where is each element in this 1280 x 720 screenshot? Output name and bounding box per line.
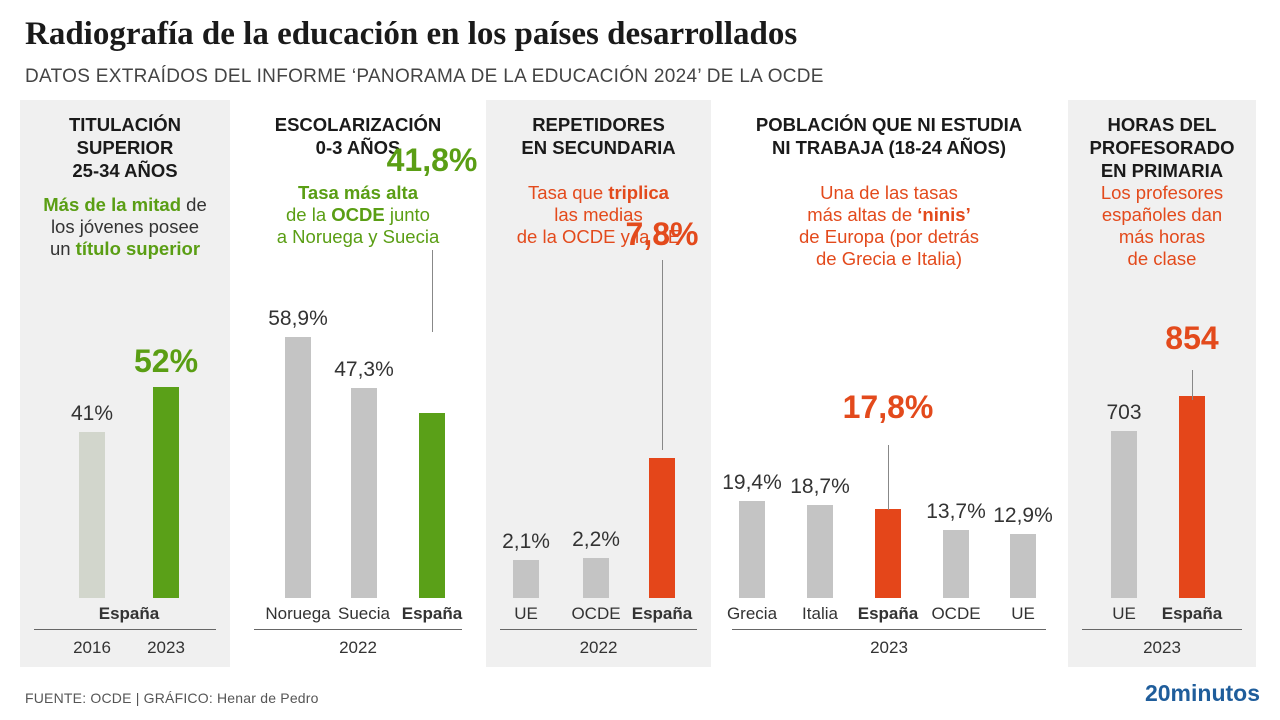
value-label: 58,9% [268, 306, 328, 330]
panel-title: HORAS DEL PROFESORADO EN PRIMARIA [1089, 114, 1235, 181]
bar-noruega [285, 336, 311, 598]
bar-suecia [351, 388, 377, 598]
panel-note: Una de las tasas más altas de ‘ninis’ de… [799, 182, 979, 269]
leader-line [432, 250, 433, 332]
category-label: OCDE [931, 604, 981, 623]
value-label: 13,7% [926, 499, 986, 523]
source-footer: FUENTE: OCDE | GRÁFICO: Henar de Pedro [25, 690, 319, 706]
value-label: 2,1% [502, 530, 550, 554]
category-label: UE [1112, 604, 1136, 623]
axis-divider [254, 629, 462, 630]
category-label: España [1161, 604, 1223, 623]
year-label: 2022 [579, 638, 618, 657]
leader-line [662, 260, 663, 450]
bar-ue [1111, 431, 1137, 598]
bar-españa [875, 509, 901, 598]
value-label: 17,8% [842, 389, 934, 425]
bar-ue [1010, 533, 1036, 598]
year-label: 2023 [147, 638, 185, 657]
page-subtitle: DATOS EXTRAÍDOS DEL INFORME ‘PANORAMA DE… [25, 66, 824, 87]
panel-title: REPETIDORES EN SECUNDARIA [521, 114, 676, 158]
bar-españa [419, 412, 445, 598]
value-label: 703 [1106, 401, 1142, 425]
year-label: 2016 [73, 638, 111, 657]
category-label: España [98, 604, 160, 623]
category-label: Italia [802, 604, 838, 623]
brand-logo: 20minutos [1144, 680, 1260, 706]
value-label: 7,8% [625, 216, 699, 252]
bar-españa [649, 457, 675, 598]
axis-divider [34, 629, 216, 630]
value-label: 47,3% [334, 358, 394, 382]
category-label: UE [514, 604, 538, 623]
panel-note: Los profesores españoles dan más horas d… [1100, 182, 1224, 269]
bar-2016 [79, 431, 105, 598]
category-label: España [857, 604, 919, 623]
panel-note: Tasa más alta de la OCDE junto a Noruega… [276, 182, 440, 247]
panel-horas: HORAS DEL PROFESORADO EN PRIMARIA Los pr… [1068, 100, 1256, 667]
bar-2023 [153, 387, 179, 598]
value-label: 854 [1165, 320, 1219, 356]
panel-escolarizacion: ESCOLARIZACIÓN 0-3 AÑOS Tasa más alta de… [240, 100, 478, 667]
page-title: Radiografía de la educación en los paíse… [25, 16, 798, 52]
bar-grecia [739, 501, 765, 598]
value-label: 41% [70, 401, 114, 425]
panel-title: TITULACIÓN SUPERIOR 25-34 AÑOS [68, 114, 181, 181]
category-label: UE [1011, 604, 1035, 623]
category-label: España [631, 604, 693, 623]
axis-divider [500, 629, 697, 630]
panel-repetidores: REPETIDORES EN SECUNDARIA Tasa que tripl… [486, 100, 711, 667]
category-label: OCDE [571, 604, 621, 623]
value-label: 12,9% [993, 503, 1053, 527]
value-label: 19,4% [722, 471, 782, 494]
leader-line [1192, 370, 1193, 400]
year-label: 2022 [339, 638, 377, 657]
category-label: Grecia [726, 604, 778, 623]
bar-españa [1179, 395, 1205, 598]
panel-title: POBLACIÓN QUE NI ESTUDIA NI TRABAJA (18-… [755, 114, 1023, 158]
bar-ocde [943, 529, 969, 598]
year-label: 2023 [1143, 638, 1181, 657]
leader-line [888, 445, 889, 510]
value-label: 2,2% [572, 528, 620, 552]
category-label: Noruega [265, 604, 331, 623]
panel-ninis: POBLACIÓN QUE NI ESTUDIA NI TRABAJA (18-… [718, 100, 1060, 667]
value-label: 18,7% [790, 474, 850, 498]
axis-divider [732, 629, 1046, 630]
panel-note: Tasa que triplica las medias de la OCDE … [516, 182, 681, 247]
panel-note: Más de la mitad de los jóvenes posee un … [43, 194, 207, 259]
bar-ocde [583, 558, 609, 598]
panel-titulacion: TITULACIÓN SUPERIOR 25-34 AÑOS Más de la… [20, 100, 230, 667]
panel-title: ESCOLARIZACIÓN 0-3 AÑOS [274, 114, 442, 158]
axis-divider [1082, 629, 1242, 630]
bar-ue [513, 560, 539, 598]
category-label: Suecia [338, 604, 390, 623]
category-label: España [401, 604, 463, 623]
year-label: 2023 [870, 638, 908, 657]
value-label: 41,8% [386, 142, 478, 178]
value-label: 52% [133, 343, 199, 380]
bar-italia [807, 504, 833, 598]
